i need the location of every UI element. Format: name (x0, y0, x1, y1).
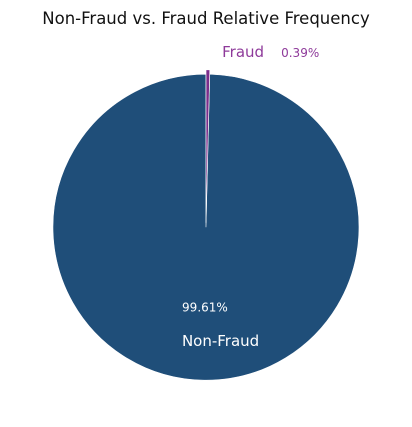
pie-labels: 99.61% Non-Fraud Fraud 0.39% (182, 43, 319, 350)
slice-percent-label-fraud: 0.39% (281, 46, 319, 60)
pie-slice-non-fraud (52, 73, 360, 381)
slice-category-label-non-fraud: Non-Fraud (182, 332, 259, 350)
slice-percent-label-non-fraud: 99.61% (182, 300, 228, 314)
pie-slice-fraud (205, 69, 211, 223)
slice-category-label-fraud: Fraud (222, 43, 264, 61)
chart-title: Non-Fraud vs. Fraud Relative Frequency (42, 9, 370, 28)
pie-slices (52, 69, 360, 381)
